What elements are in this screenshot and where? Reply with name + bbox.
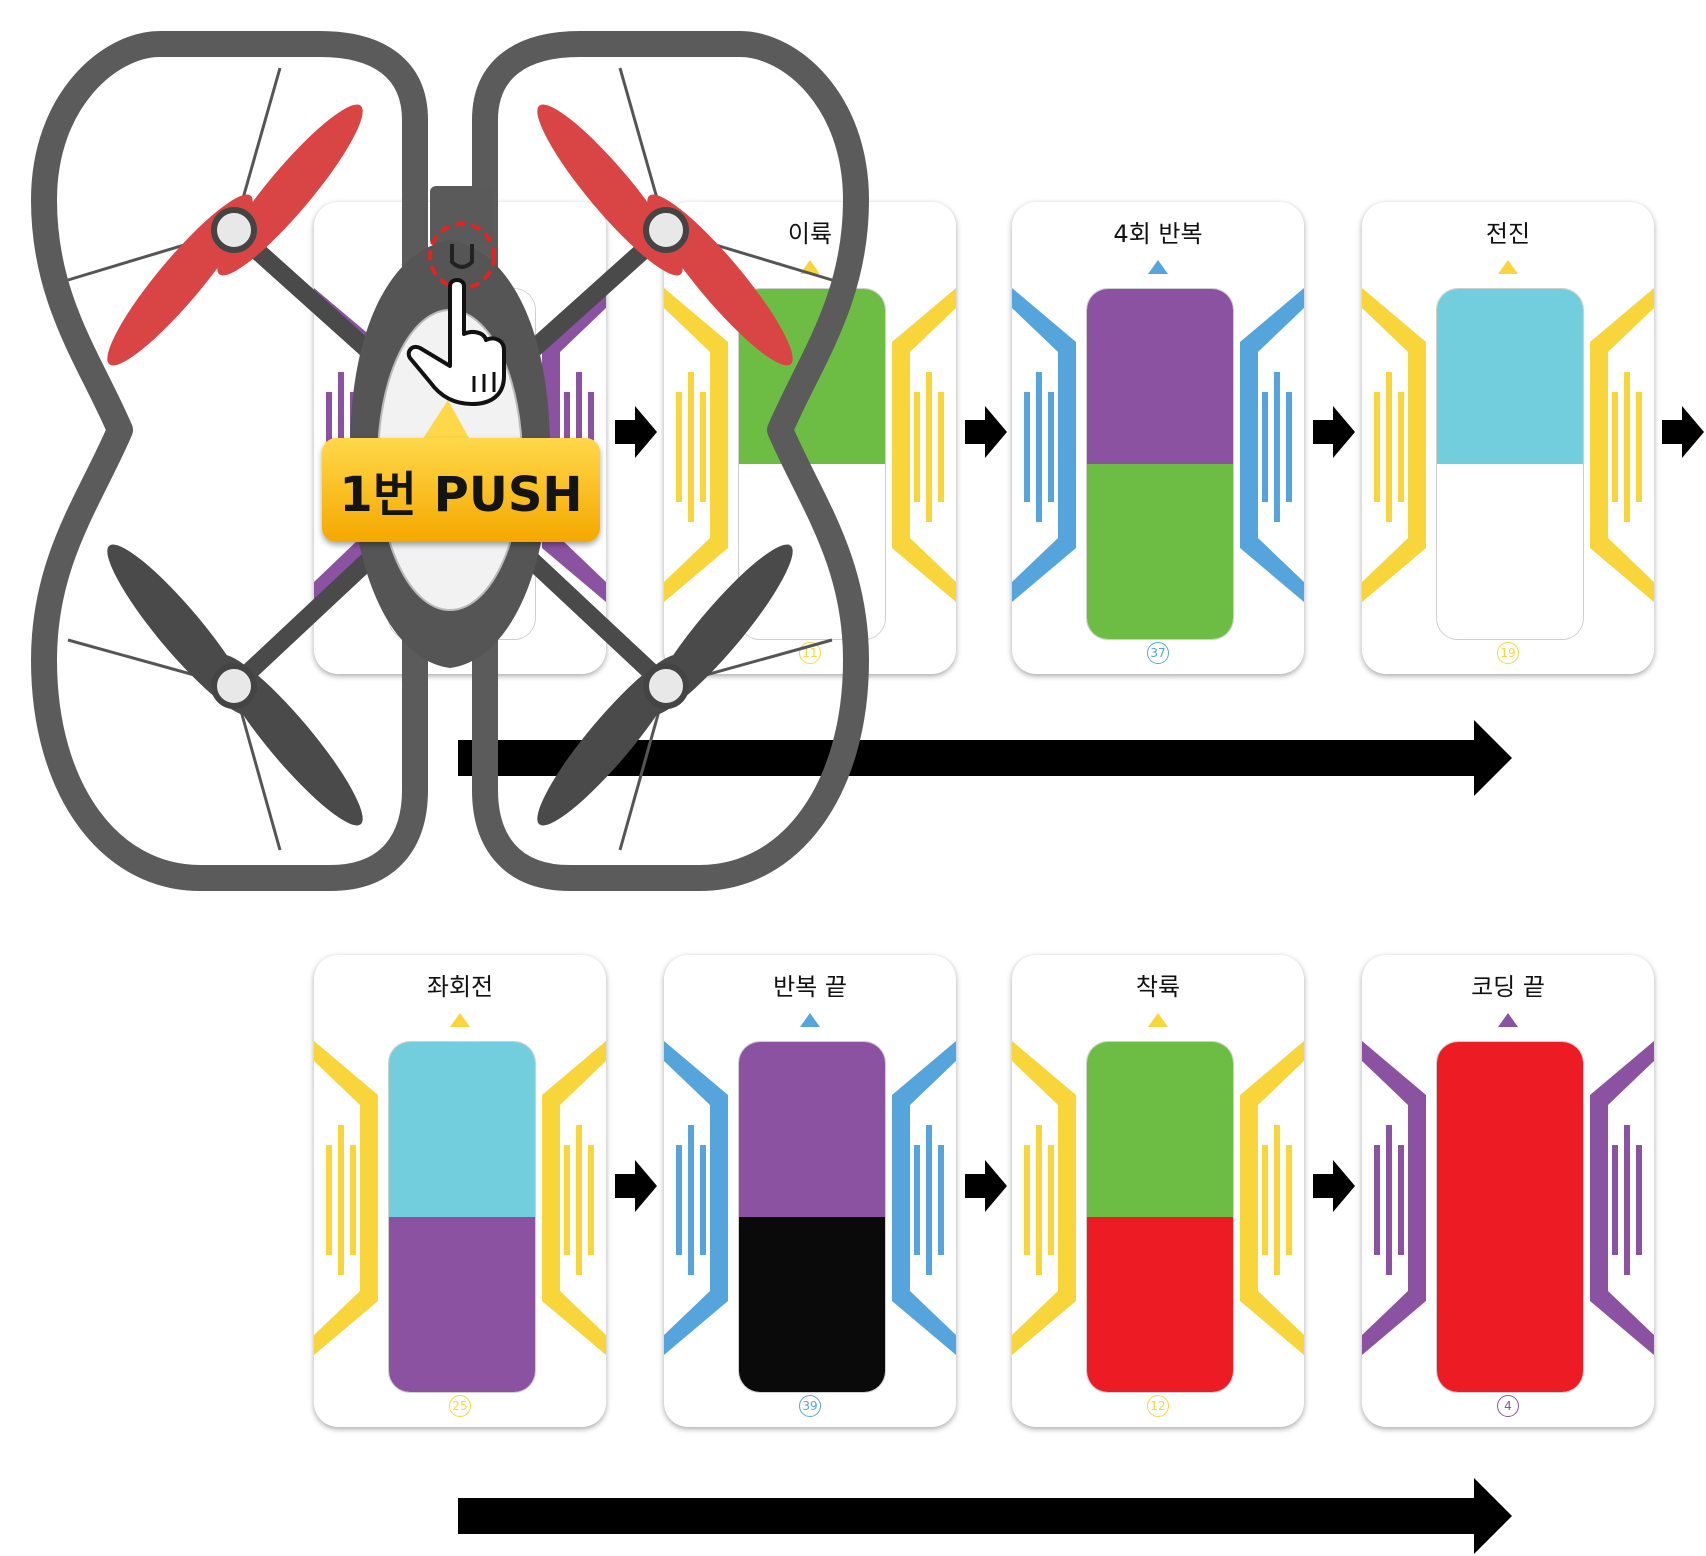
card-number: 37 [1012, 642, 1304, 664]
card-title: 착륙 [1135, 973, 1181, 1001]
arrow-right-icon [965, 1160, 1007, 1212]
card-marker-icon [1498, 1013, 1518, 1027]
card-color-block [1436, 288, 1584, 640]
card-frame-icon [664, 288, 956, 602]
card-title: 이륙 [787, 220, 833, 248]
card-bottom-color [739, 1217, 885, 1392]
card-color-block [1086, 1041, 1234, 1393]
card-top-color [1087, 289, 1233, 465]
card-title: 좌회전 [426, 973, 494, 1001]
card-number: 11 [664, 642, 956, 664]
card-marker-icon [450, 1013, 470, 1027]
arrow-right-icon [1313, 406, 1355, 458]
card-frame-icon [664, 1041, 956, 1355]
card-repeat-4: 4회 반복 37 [1012, 202, 1304, 674]
card-color-block [388, 1041, 536, 1393]
card-marker-icon [1498, 260, 1518, 274]
card-turn-left: 좌회전 25 [314, 955, 606, 1427]
arrow-right-icon [615, 406, 657, 458]
card-number: 4 [1362, 1395, 1654, 1417]
card-coding-end: 코딩 끝 4 [1362, 955, 1654, 1427]
card-title: 4회 반복 [1113, 220, 1203, 248]
card-bottom-color [1437, 1217, 1583, 1392]
card-marker-icon [1148, 1013, 1168, 1027]
card-bottom-color [389, 1217, 535, 1392]
card-top-color [389, 1042, 535, 1218]
flow-arrow-icon [458, 1478, 1512, 1554]
card-number: 12 [1012, 1395, 1304, 1417]
card-title: 전진 [1485, 220, 1531, 248]
arrow-right-icon [965, 406, 1007, 458]
card-top-color [739, 1042, 885, 1218]
card-marker-icon [800, 1013, 820, 1027]
arrow-right-icon [1313, 1160, 1355, 1212]
flow-arrow-icon [458, 720, 1512, 796]
card-title: 코딩 끝 [1471, 973, 1545, 1001]
card-repeat-end: 반복 끝 39 [664, 955, 956, 1427]
card-landing: 착륙 12 [1012, 955, 1304, 1427]
card-frame-icon [1362, 1041, 1654, 1355]
card-top-color [1437, 289, 1583, 465]
card-frame-icon [1012, 288, 1304, 602]
card-color-block [738, 1041, 886, 1393]
arrow-right-icon [1662, 406, 1704, 458]
card-top-color [1437, 1042, 1583, 1218]
card-top-color [1087, 1042, 1233, 1218]
arrow-right-icon [615, 1160, 657, 1212]
card-forward: 전진 19 [1362, 202, 1654, 674]
label-pointer-icon [422, 400, 470, 440]
card-title: 반복 끝 [773, 973, 847, 1001]
card-bottom-color [1087, 1217, 1233, 1392]
push-label: 1번 PUSH [322, 438, 600, 542]
card-frame-icon [1012, 1041, 1304, 1355]
card-marker-icon [1148, 260, 1168, 274]
card-bottom-color [1087, 464, 1233, 639]
card-frame-icon [314, 1041, 606, 1355]
card-number: 39 [664, 1395, 956, 1417]
hand-pointer-icon [406, 278, 506, 406]
card-number: 19 [1362, 642, 1654, 664]
card-color-block [1436, 1041, 1584, 1393]
card-number: 25 [314, 1395, 606, 1417]
card-color-block [1086, 288, 1234, 640]
card-frame-icon [1362, 288, 1654, 602]
card-bottom-color [1437, 464, 1583, 639]
